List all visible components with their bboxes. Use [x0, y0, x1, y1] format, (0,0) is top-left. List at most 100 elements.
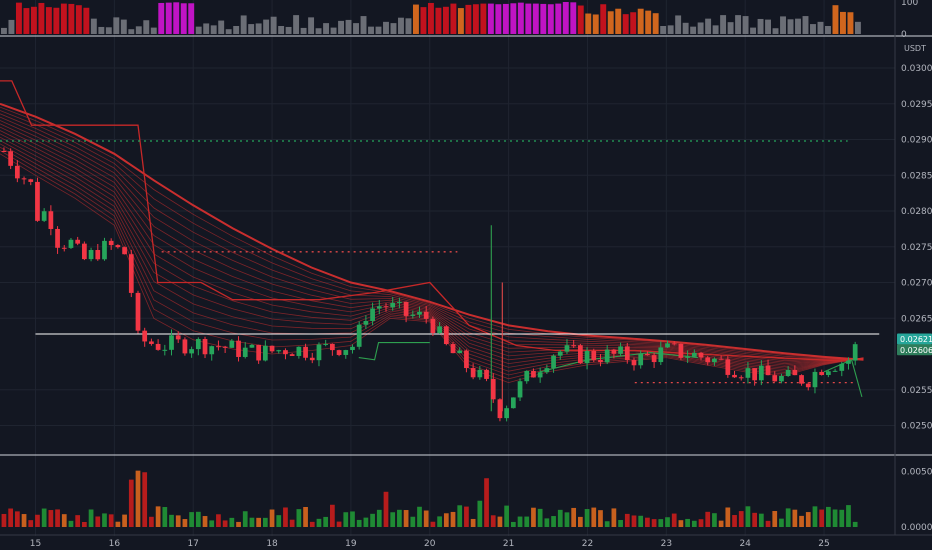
candle[interactable] [685, 350, 690, 364]
candle-body[interactable] [41, 211, 47, 221]
candle[interactable] [665, 340, 670, 348]
candle-body[interactable] [799, 375, 804, 384]
candle-body[interactable] [289, 354, 295, 356]
candle-body[interactable] [21, 178, 27, 180]
candle-body[interactable] [102, 240, 107, 260]
candle[interactable] [95, 243, 101, 261]
candle[interactable] [182, 337, 188, 356]
candle[interactable] [222, 345, 228, 353]
candle[interactable] [356, 321, 362, 350]
candle[interactable] [678, 343, 684, 361]
candle-body[interactable] [758, 365, 764, 381]
candle[interactable] [718, 355, 724, 360]
candle-body[interactable] [826, 371, 831, 375]
candle-body[interactable] [618, 346, 623, 354]
candle-body[interactable] [497, 399, 503, 419]
candle-body[interactable] [631, 360, 637, 366]
candle-body[interactable] [323, 343, 329, 345]
candle[interactable] [48, 205, 54, 236]
candle[interactable] [531, 368, 536, 378]
candle[interactable] [792, 365, 798, 376]
candle[interactable] [691, 349, 697, 358]
candle-body[interactable] [423, 311, 429, 319]
candle-body[interactable] [149, 341, 154, 344]
candle[interactable] [363, 315, 369, 330]
candle-body[interactable] [397, 301, 402, 303]
candle-body[interactable] [195, 339, 201, 350]
candle-body[interactable] [524, 370, 530, 382]
candle[interactable] [450, 342, 456, 354]
candle[interactable] [443, 325, 449, 346]
candle-body[interactable] [430, 318, 436, 334]
candle[interactable] [604, 345, 610, 365]
candle[interactable] [195, 337, 201, 356]
candle-body[interactable] [765, 365, 771, 376]
candle[interactable] [812, 368, 818, 394]
candle-body[interactable] [725, 359, 731, 375]
candle[interactable] [799, 374, 804, 386]
candle[interactable] [524, 370, 530, 384]
candle-body[interactable] [309, 357, 315, 361]
candle-body[interactable] [68, 239, 74, 248]
candle-body[interactable] [738, 377, 744, 379]
candle[interactable] [276, 349, 282, 354]
candle-body[interactable] [128, 254, 134, 293]
candle-body[interactable] [236, 340, 241, 357]
candle-body[interactable] [470, 368, 476, 378]
candle-body[interactable] [484, 369, 489, 379]
candle-body[interactable] [88, 250, 94, 260]
candle[interactable] [805, 381, 811, 391]
candle-body[interactable] [752, 368, 758, 381]
candle[interactable] [437, 322, 442, 334]
candle-body[interactable] [330, 343, 335, 351]
candle[interactable] [115, 244, 121, 249]
candle-body[interactable] [544, 368, 550, 373]
candle-body[interactable] [108, 240, 114, 246]
candle[interactable] [423, 306, 429, 324]
candle-body[interactable] [457, 350, 463, 354]
candle[interactable] [477, 365, 483, 380]
candle-body[interactable] [557, 351, 563, 356]
candle-body[interactable] [564, 345, 570, 352]
candle-body[interactable] [390, 302, 396, 308]
candle[interactable] [149, 338, 154, 346]
candle[interactable] [645, 351, 650, 356]
candle[interactable] [1, 147, 7, 152]
candle-body[interactable] [638, 353, 644, 366]
candle[interactable] [330, 343, 335, 356]
candle-body[interactable] [242, 347, 248, 357]
candle-body[interactable] [517, 381, 523, 398]
candle[interactable] [785, 366, 791, 377]
candle[interactable] [578, 343, 583, 364]
candle[interactable] [323, 339, 329, 347]
candle-body[interactable] [792, 369, 798, 376]
candle[interactable] [839, 361, 845, 377]
candle-body[interactable] [819, 371, 825, 375]
candle-body[interactable] [510, 397, 516, 409]
candle[interactable] [832, 368, 838, 372]
candle[interactable] [262, 340, 268, 362]
candle[interactable] [611, 348, 617, 359]
candle[interactable] [283, 348, 288, 360]
candle[interactable] [289, 353, 295, 356]
candle-body[interactable] [591, 350, 597, 360]
candle-body[interactable] [839, 363, 845, 371]
candle-body[interactable] [8, 151, 14, 166]
candle-body[interactable] [698, 352, 704, 358]
candle-body[interactable] [343, 350, 349, 355]
candle[interactable] [470, 363, 476, 380]
candle[interactable] [169, 329, 174, 356]
candle[interactable] [490, 373, 496, 403]
candle[interactable] [698, 351, 704, 361]
candle-body[interactable] [437, 326, 442, 334]
candle[interactable] [571, 340, 577, 348]
candle[interactable] [108, 238, 114, 250]
candle[interactable] [712, 357, 717, 366]
candle-body[interactable] [135, 292, 141, 331]
candle[interactable] [390, 296, 396, 311]
candle-body[interactable] [665, 343, 670, 348]
candle-body[interactable] [852, 344, 858, 361]
candles[interactable] [1, 147, 858, 422]
candle[interactable] [464, 349, 469, 373]
